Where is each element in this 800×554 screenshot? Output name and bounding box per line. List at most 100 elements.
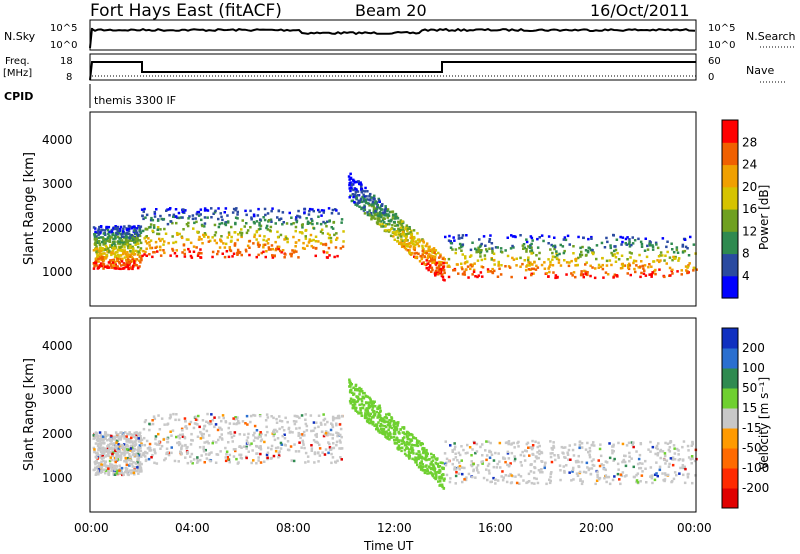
power-point	[292, 251, 296, 254]
power-point	[412, 242, 415, 246]
power-point	[118, 242, 122, 245]
power-point	[540, 234, 544, 237]
power-point	[689, 235, 692, 239]
velocity-point	[128, 455, 132, 459]
power-point	[445, 261, 448, 265]
velocity-point	[249, 420, 252, 424]
power-point	[327, 246, 331, 250]
power-point	[186, 224, 190, 228]
power-point	[433, 260, 436, 264]
velocity-point	[369, 419, 372, 423]
power-point	[175, 221, 178, 225]
velocity-point	[684, 467, 687, 471]
power-point	[129, 245, 132, 248]
power-point	[480, 249, 483, 252]
velocity-point	[317, 460, 320, 463]
velocity-point	[498, 460, 501, 463]
velocity-point	[510, 481, 514, 484]
power-point	[187, 247, 190, 251]
power-point	[515, 264, 518, 267]
noise-panel	[89, 19, 697, 51]
velocity-point	[513, 457, 517, 461]
velocity-point	[683, 481, 687, 485]
power-point	[220, 235, 223, 238]
power-point	[277, 245, 281, 249]
velocity-point	[672, 444, 676, 447]
power-point	[217, 250, 220, 253]
velocity-point	[289, 445, 293, 448]
velocity-point	[304, 451, 308, 455]
power-point	[640, 260, 643, 263]
power-point	[549, 260, 552, 264]
velocity-point	[433, 469, 436, 472]
power-point	[111, 232, 115, 235]
power-point	[395, 215, 399, 219]
velocity-point	[578, 444, 582, 447]
velocity-point	[97, 447, 100, 450]
velocity-point	[444, 440, 447, 443]
power-point	[317, 215, 320, 218]
power-point	[365, 195, 368, 198]
power-point	[375, 221, 379, 224]
velocity-point	[392, 423, 395, 426]
power-point	[671, 248, 674, 251]
power-point	[211, 250, 215, 254]
velocity-point	[664, 441, 667, 445]
velocity-point	[282, 429, 286, 432]
power-point	[401, 220, 404, 223]
velocity-point	[562, 465, 565, 468]
velocity-point	[131, 440, 134, 443]
velocity-point	[386, 432, 390, 435]
power-point	[276, 245, 279, 249]
velocity-point	[492, 465, 496, 469]
power-point	[651, 245, 655, 249]
velocity-point	[102, 459, 105, 463]
power-point	[137, 250, 140, 253]
power-point	[183, 255, 187, 258]
velocity-point	[214, 461, 218, 464]
velocity-point	[367, 401, 371, 404]
velocity-point	[364, 413, 367, 416]
power-point	[201, 242, 204, 245]
velocity-point	[139, 466, 142, 469]
velocity-point	[304, 461, 307, 464]
power-point	[133, 258, 137, 261]
velocity-point	[408, 448, 411, 451]
power-point	[658, 260, 661, 264]
velocity-point	[428, 458, 431, 461]
power-point	[311, 222, 314, 226]
power-point	[526, 258, 530, 262]
power-point	[591, 249, 594, 252]
power-point	[431, 268, 434, 272]
power-point	[428, 248, 432, 251]
velocity-point	[238, 445, 242, 448]
velocity-point	[413, 458, 416, 462]
velocity-point	[398, 447, 402, 450]
power-point	[137, 234, 140, 237]
power-point	[125, 254, 129, 257]
power-point	[95, 264, 99, 267]
power-point	[378, 213, 382, 216]
vel-ytick-4000: 4000	[42, 339, 73, 353]
velocity-point	[144, 419, 148, 422]
power-point	[301, 246, 305, 250]
velocity-point	[122, 433, 125, 436]
velocity-point	[274, 446, 278, 450]
velocity-point	[101, 435, 105, 438]
velocity-point	[650, 474, 654, 477]
velocity-point	[521, 450, 524, 454]
power-point	[278, 218, 281, 221]
velocity-point	[386, 437, 389, 440]
velocity-point	[436, 471, 439, 474]
power-point	[431, 261, 434, 264]
power-point	[372, 209, 376, 213]
velocity-point	[102, 456, 105, 459]
velocity-point	[362, 396, 365, 400]
power-point	[657, 255, 661, 258]
power-point	[621, 236, 625, 239]
velocity-point	[501, 478, 505, 482]
velocity-point	[606, 475, 609, 479]
power-point	[108, 238, 112, 241]
velocity-point	[576, 459, 579, 463]
power-point	[380, 204, 384, 207]
